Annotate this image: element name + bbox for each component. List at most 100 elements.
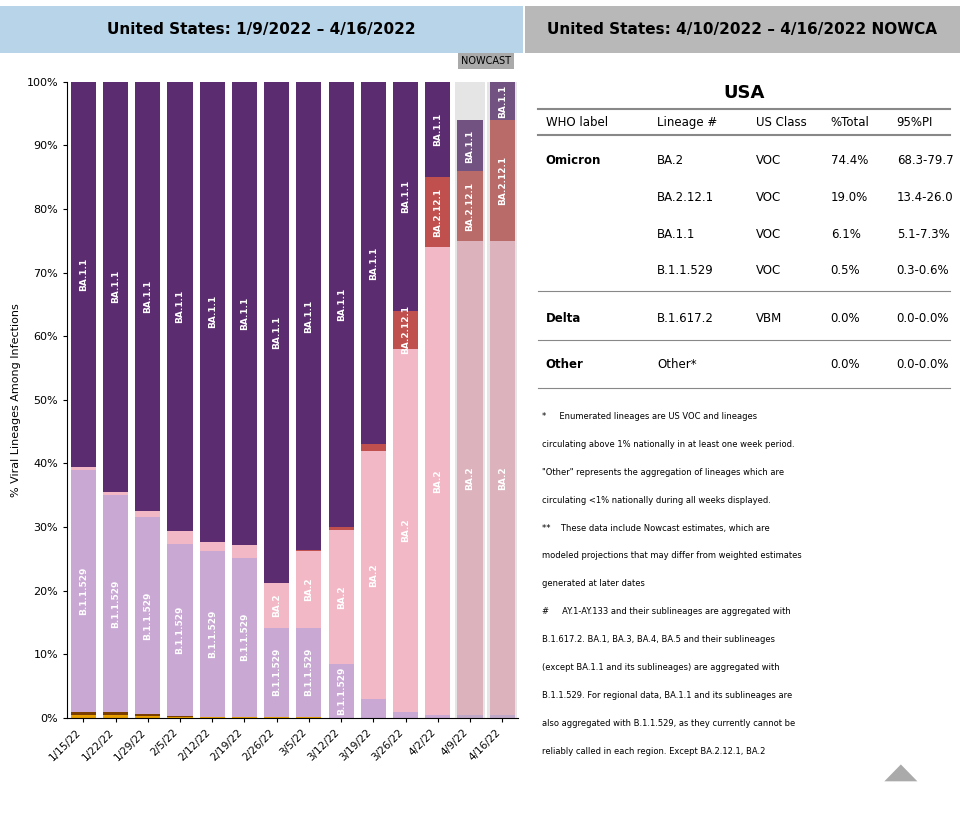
Bar [71, 712, 96, 715]
Bar [200, 552, 225, 716]
Bar [167, 716, 193, 718]
Text: BA.1.1: BA.1.1 [273, 316, 281, 349]
Text: %Total: %Total [830, 116, 870, 129]
Text: BA.2: BA.2 [273, 593, 281, 617]
Text: B.1.1.529: B.1.1.529 [111, 579, 120, 628]
Bar [490, 715, 515, 718]
Bar [490, 82, 515, 121]
Text: USA: USA [723, 84, 765, 102]
Text: BA.2: BA.2 [498, 466, 507, 490]
Bar [103, 715, 128, 718]
Bar [361, 82, 386, 445]
Bar [393, 311, 419, 349]
Text: 0.5%: 0.5% [830, 264, 860, 277]
Bar [361, 450, 386, 699]
Bar [232, 82, 257, 545]
Text: B.1.1.529: B.1.1.529 [207, 610, 217, 659]
Text: B.1.1.529: B.1.1.529 [273, 648, 281, 696]
Text: B.1.1.529: B.1.1.529 [240, 613, 249, 662]
Bar [71, 82, 96, 467]
Bar [232, 545, 257, 557]
Y-axis label: % Viral Lineages Among Infections: % Viral Lineages Among Infections [11, 303, 21, 497]
Text: B.1.1.529. For regional data, BA.1.1 and its sublineages are: B.1.1.529. For regional data, BA.1.1 and… [541, 691, 792, 700]
Text: BA.1.1: BA.1.1 [79, 258, 87, 290]
Text: generated at later dates: generated at later dates [541, 579, 644, 588]
Text: B.1.617.2: B.1.617.2 [658, 313, 714, 325]
Text: B.1.1.529: B.1.1.529 [337, 667, 346, 715]
Bar [264, 628, 289, 716]
Text: US Class: US Class [756, 116, 807, 129]
Text: VOC: VOC [756, 154, 781, 167]
Bar [200, 542, 225, 552]
Bar [264, 82, 289, 583]
Text: 0.0-0.0%: 0.0-0.0% [897, 358, 949, 371]
Text: Other*: Other* [658, 358, 697, 371]
Text: VOC: VOC [756, 228, 781, 241]
Text: 0.3-0.6%: 0.3-0.6% [897, 264, 949, 277]
Bar [71, 715, 96, 718]
Text: B.1.1.529: B.1.1.529 [79, 566, 87, 615]
Bar [455, 82, 485, 718]
Bar [328, 664, 353, 718]
Text: BA.2.12.1: BA.2.12.1 [433, 188, 443, 237]
Text: BA.1.1: BA.1.1 [433, 113, 443, 146]
Text: Omicron: Omicron [546, 154, 601, 167]
Bar [393, 82, 419, 311]
Bar [328, 530, 353, 664]
Text: BA.1.1: BA.1.1 [143, 279, 153, 313]
Text: BA.2: BA.2 [466, 466, 474, 490]
Text: "Other" represents the aggregation of lineages which are: "Other" represents the aggregation of li… [541, 468, 784, 477]
Bar [458, 242, 483, 715]
Text: BA.2.12.1: BA.2.12.1 [498, 157, 507, 206]
Text: BA.1.1: BA.1.1 [466, 129, 474, 162]
Text: BA.1.1: BA.1.1 [304, 299, 313, 333]
Text: reliably called in each region. Except BA.2.12.1, BA.2: reliably called in each region. Except B… [541, 747, 765, 756]
Text: 0.0%: 0.0% [830, 358, 860, 371]
Text: BA.1.1: BA.1.1 [498, 84, 507, 118]
Text: 0.0%: 0.0% [830, 313, 860, 325]
Text: Other: Other [546, 358, 584, 371]
Bar [297, 82, 322, 550]
Text: 6.1%: 6.1% [830, 228, 860, 241]
Bar [458, 171, 483, 242]
Text: VBM: VBM [756, 313, 782, 325]
Bar [425, 247, 450, 715]
Text: B.1.1.529: B.1.1.529 [143, 592, 153, 640]
Text: (except BA.1.1 and its sublineages) are aggregated with: (except BA.1.1 and its sublineages) are … [541, 663, 780, 672]
Bar [393, 349, 419, 712]
Bar [297, 552, 322, 628]
Bar [135, 511, 160, 517]
Bar [328, 82, 353, 527]
Text: BA.1.1: BA.1.1 [337, 288, 346, 321]
Text: BA.2: BA.2 [337, 585, 346, 609]
Text: **    These data include Nowcast estimates, which are: ** These data include Nowcast estimates,… [541, 524, 770, 533]
Bar [425, 82, 450, 177]
Text: United States: 1/9/2022 – 4/16/2022: United States: 1/9/2022 – 4/16/2022 [107, 22, 416, 37]
Text: 95%PI: 95%PI [897, 116, 933, 129]
Bar [361, 445, 386, 450]
Bar [135, 82, 160, 511]
Text: BA.1.1: BA.1.1 [240, 297, 249, 330]
Text: circulating above 1% nationally in at least one week period.: circulating above 1% nationally in at le… [541, 440, 794, 449]
Text: BA.2.12.1: BA.2.12.1 [401, 305, 410, 354]
Bar [103, 82, 128, 492]
Text: BA.1.1: BA.1.1 [658, 228, 696, 241]
Text: BA.2: BA.2 [401, 518, 410, 542]
Text: WHO label: WHO label [546, 116, 608, 129]
Text: BA.2: BA.2 [304, 578, 313, 601]
Text: modeled projections that may differ from weighted estimates: modeled projections that may differ from… [541, 552, 802, 561]
Text: also aggregated with B.1.1.529, as they currently cannot be: also aggregated with B.1.1.529, as they … [541, 719, 795, 728]
Text: 0.0-0.0%: 0.0-0.0% [897, 313, 949, 325]
Bar [297, 628, 322, 716]
Bar [488, 82, 517, 718]
Bar [490, 121, 515, 242]
Bar [167, 543, 193, 716]
Text: #     AY.1-AY.133 and their sublineages are aggregated with: # AY.1-AY.133 and their sublineages are … [541, 607, 790, 616]
Bar [328, 527, 353, 530]
Text: United States: 4/10/2022 – 4/16/2022 NOWCA: United States: 4/10/2022 – 4/16/2022 NOW… [547, 22, 937, 37]
Bar [393, 712, 419, 718]
Text: NOWCAST: NOWCAST [461, 55, 511, 66]
Bar [167, 82, 193, 531]
Text: BA.1.1: BA.1.1 [401, 180, 410, 213]
Text: BA.2: BA.2 [658, 154, 684, 167]
